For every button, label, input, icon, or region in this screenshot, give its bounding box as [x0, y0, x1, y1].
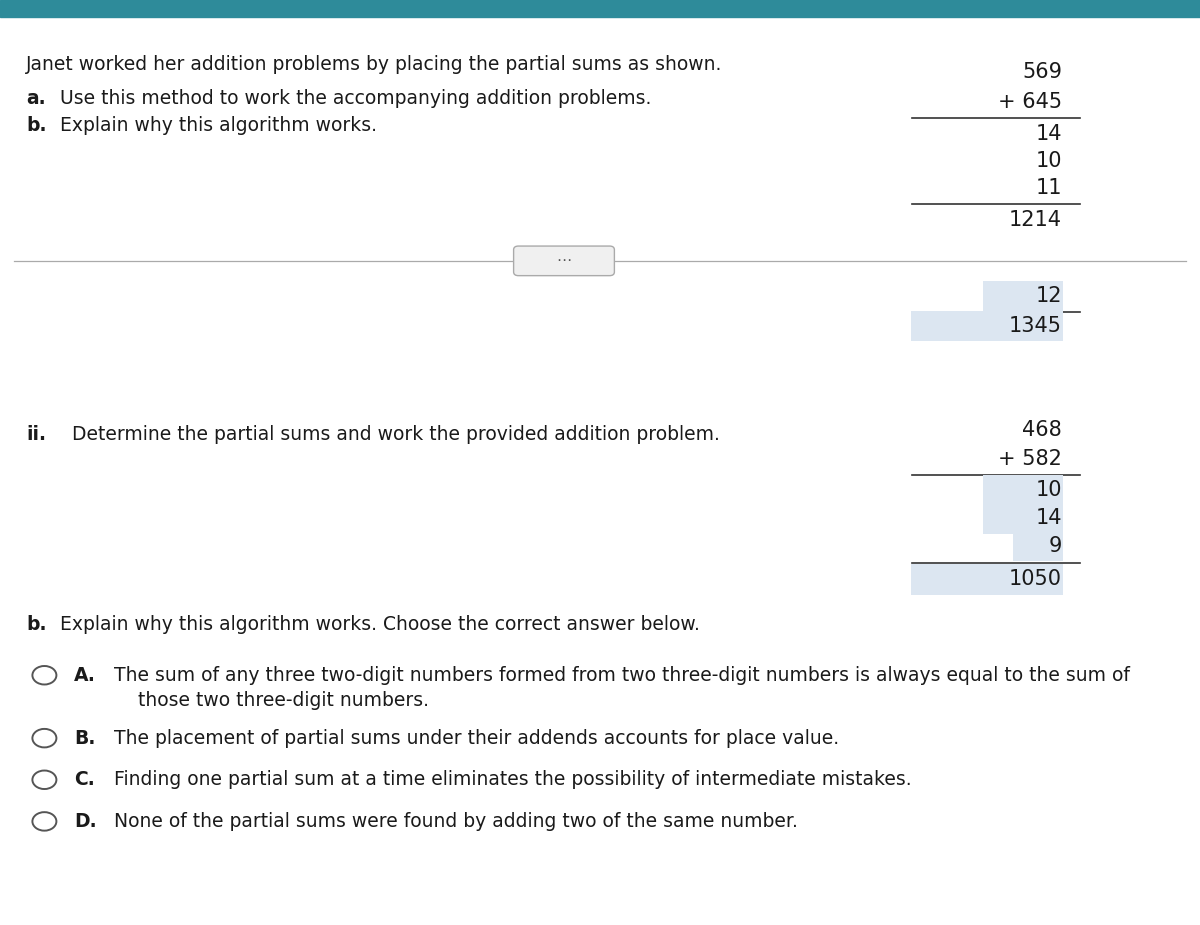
- Text: ii.: ii.: [26, 426, 47, 444]
- Text: + 645: + 645: [998, 92, 1062, 112]
- Text: C.: C.: [74, 771, 95, 789]
- Text: A.: A.: [74, 666, 96, 684]
- Text: Explain why this algorithm works. Choose the correct answer below.: Explain why this algorithm works. Choose…: [60, 615, 700, 634]
- FancyBboxPatch shape: [983, 503, 1063, 534]
- Text: D.: D.: [74, 812, 97, 831]
- Text: Janet worked her addition problems by placing the partial sums as shown.: Janet worked her addition problems by pl…: [26, 56, 722, 74]
- FancyBboxPatch shape: [911, 311, 1063, 341]
- Text: those two three-digit numbers.: those two three-digit numbers.: [114, 691, 430, 709]
- Text: 10: 10: [1036, 151, 1062, 171]
- Text: 11: 11: [1036, 178, 1062, 198]
- Text: a.: a.: [26, 90, 46, 108]
- Text: ⋯: ⋯: [557, 253, 571, 268]
- Circle shape: [32, 729, 56, 747]
- Text: B.: B.: [74, 729, 96, 747]
- Circle shape: [32, 771, 56, 789]
- Text: The placement of partial sums under their addends accounts for place value.: The placement of partial sums under thei…: [114, 729, 839, 747]
- FancyBboxPatch shape: [983, 475, 1063, 506]
- Text: Explain why this algorithm works.: Explain why this algorithm works.: [60, 117, 377, 135]
- Text: 14: 14: [1036, 508, 1062, 528]
- Text: + 582: + 582: [998, 449, 1062, 469]
- FancyBboxPatch shape: [514, 246, 614, 276]
- Text: 1214: 1214: [1009, 210, 1062, 230]
- FancyBboxPatch shape: [1013, 531, 1063, 561]
- Text: 1050: 1050: [1009, 569, 1062, 589]
- Text: The sum of any three two-digit numbers formed from two three-digit numbers is al: The sum of any three two-digit numbers f…: [114, 666, 1130, 684]
- Text: 569: 569: [1022, 62, 1062, 82]
- Text: b.: b.: [26, 615, 47, 634]
- Text: 12: 12: [1036, 286, 1062, 306]
- Circle shape: [32, 666, 56, 684]
- Text: 10: 10: [1036, 480, 1062, 500]
- Text: 14: 14: [1036, 124, 1062, 144]
- Text: Finding one partial sum at a time eliminates the possibility of intermediate mis: Finding one partial sum at a time elimin…: [114, 771, 912, 789]
- Circle shape: [32, 812, 56, 831]
- Text: b.: b.: [26, 117, 47, 135]
- FancyBboxPatch shape: [983, 281, 1063, 312]
- Text: Determine the partial sums and work the provided addition problem.: Determine the partial sums and work the …: [72, 426, 720, 444]
- Text: None of the partial sums were found by adding two of the same number.: None of the partial sums were found by a…: [114, 812, 798, 831]
- Text: 1345: 1345: [1009, 315, 1062, 336]
- Bar: [0, 0, 1200, 17]
- Text: 468: 468: [1022, 420, 1062, 440]
- Text: Use this method to work the accompanying addition problems.: Use this method to work the accompanying…: [60, 90, 652, 108]
- FancyBboxPatch shape: [911, 564, 1063, 595]
- Text: 9: 9: [1049, 536, 1062, 556]
